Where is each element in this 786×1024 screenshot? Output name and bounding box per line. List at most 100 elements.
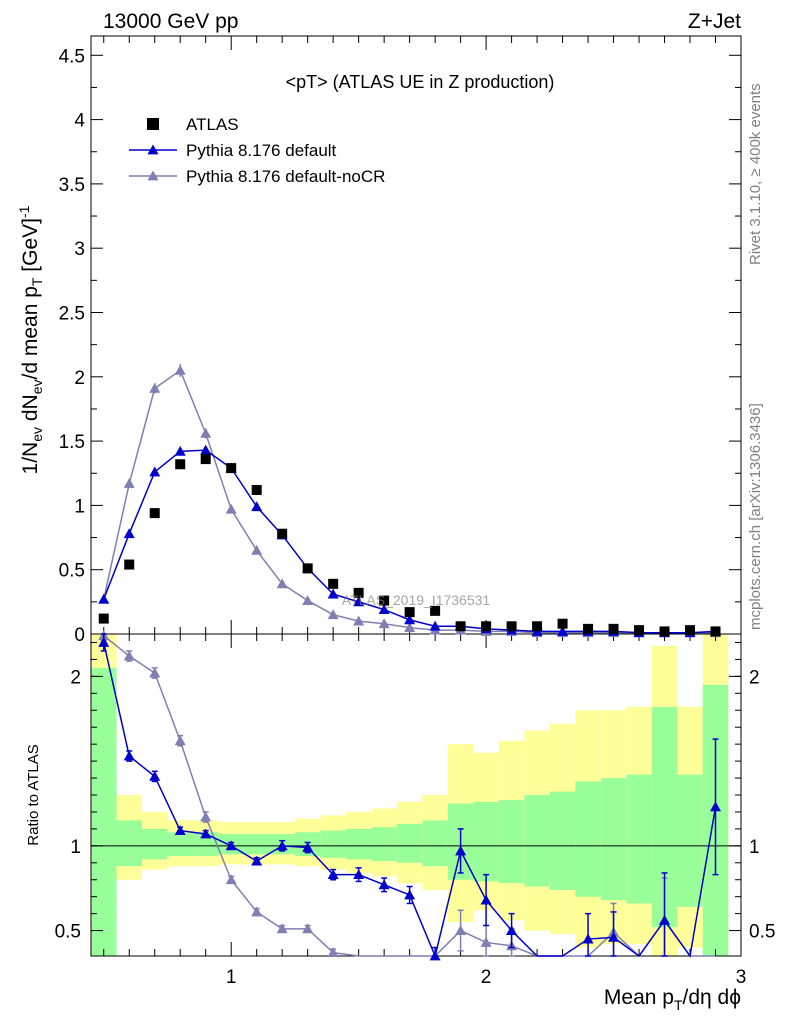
atlas-point bbox=[124, 559, 135, 570]
default-ratio-point bbox=[225, 840, 237, 851]
nocr-ratio-point bbox=[327, 947, 339, 958]
y-tick-label-main: 1 bbox=[74, 496, 85, 517]
x-tick-label: 2 bbox=[481, 967, 492, 988]
energy-label: 13000 GeV pp bbox=[103, 10, 238, 33]
plot-title: <pT> (ATLAS UE in Z production) bbox=[286, 72, 555, 92]
legend-default-marker bbox=[147, 144, 159, 155]
default-point bbox=[123, 528, 135, 539]
default-ratio-point bbox=[327, 869, 339, 880]
nocr-ratio-point bbox=[174, 735, 186, 746]
y-tick-label-main: 2 bbox=[74, 368, 85, 389]
nocr-point bbox=[327, 609, 339, 620]
green-band-bin bbox=[600, 778, 627, 901]
atlas-point bbox=[149, 508, 160, 519]
default-ratio-point bbox=[506, 925, 518, 935]
atlas-point bbox=[98, 613, 109, 624]
default-point bbox=[251, 501, 263, 512]
y-tick-label-ratio: 1 bbox=[70, 837, 81, 858]
default-point bbox=[404, 614, 416, 625]
nocr-point bbox=[404, 622, 416, 632]
nocr-point bbox=[353, 615, 365, 626]
y-tick-label-main: 2.5 bbox=[59, 303, 85, 324]
legend-label: ATLAS bbox=[186, 115, 239, 134]
default-point bbox=[200, 444, 212, 455]
atlas-point bbox=[379, 595, 390, 606]
green-band-bin bbox=[320, 830, 346, 858]
atlas-point bbox=[404, 607, 415, 618]
default-ratio-point bbox=[455, 845, 467, 856]
y-tick-label-main: 0.5 bbox=[59, 561, 85, 582]
default-ratio-point bbox=[608, 931, 620, 942]
legend-label: Pythia 8.176 default-noCR bbox=[186, 167, 385, 186]
atlas-point bbox=[251, 484, 262, 495]
legend-atlas-marker bbox=[147, 118, 159, 130]
default-point bbox=[327, 588, 339, 599]
y-tick-label-ratio-right: 0.5 bbox=[749, 922, 775, 943]
data-marks bbox=[98, 363, 722, 961]
green-band-bin bbox=[677, 774, 703, 907]
nocr-ratio-point bbox=[149, 667, 161, 678]
default-ratio-point bbox=[429, 950, 441, 961]
y-tick-label-main: 4.5 bbox=[59, 46, 85, 67]
atlas-point bbox=[353, 587, 364, 598]
default-ratio-point bbox=[98, 636, 110, 647]
nocr-point bbox=[149, 382, 161, 393]
ratio-uncertainty-bands bbox=[91, 634, 729, 956]
nocr-ratio-point bbox=[251, 906, 263, 917]
nocr-point bbox=[225, 503, 237, 514]
nocr-point bbox=[302, 595, 314, 605]
x-tick-label: 1 bbox=[226, 967, 237, 988]
default-ratio-point bbox=[276, 840, 288, 851]
source-label: mcplots.cern.ch [arXiv:1306.3436] bbox=[747, 403, 764, 630]
nocr-ratio-point bbox=[302, 923, 314, 934]
green-band-bin bbox=[345, 828, 372, 860]
default-ratio-point bbox=[149, 770, 161, 781]
green-band-bin bbox=[192, 832, 219, 857]
default-ratio-point bbox=[174, 825, 186, 835]
default-point bbox=[174, 445, 186, 456]
y-tick-label-main: 3 bbox=[74, 239, 85, 260]
atlas-point bbox=[277, 528, 288, 539]
green-band-bin bbox=[626, 774, 652, 904]
nocr-ratio-point bbox=[276, 923, 288, 934]
main-plot-frame: 0 0.5 1 1.5 2 2.5 3 3.5 4 4.5 bbox=[59, 35, 742, 646]
atlas-point bbox=[634, 625, 645, 636]
atlas-point bbox=[557, 618, 568, 629]
atlas-point bbox=[200, 454, 211, 465]
default-ratio-point bbox=[404, 889, 416, 900]
default-point bbox=[557, 625, 569, 636]
y-tick-label-main: 0 bbox=[74, 625, 85, 646]
y-tick-label-ratio: 2 bbox=[70, 667, 81, 688]
y-tick-label-ratio-right: 1 bbox=[749, 837, 760, 858]
atlas-point bbox=[506, 621, 517, 632]
atlas-point bbox=[608, 623, 619, 634]
nocr-ratio-point bbox=[225, 874, 237, 885]
default-ratio-point bbox=[302, 842, 314, 852]
default-point bbox=[98, 593, 110, 604]
default-ratio-point bbox=[378, 879, 390, 890]
x-axis-label: Mean pT/dη dϕ bbox=[604, 986, 741, 1013]
default-ratio-point bbox=[123, 750, 135, 761]
y-tick-label-ratio-right: 2 bbox=[749, 667, 760, 688]
atlas-point bbox=[226, 463, 237, 474]
atlas-point bbox=[175, 459, 186, 470]
y-axis-label-main: 1/Nev dNev/d mean pT [GeV]-1 bbox=[16, 205, 45, 474]
nocr-point bbox=[276, 578, 288, 589]
nocr-point bbox=[378, 618, 390, 629]
atlas-point bbox=[532, 621, 543, 632]
atlas-point bbox=[710, 626, 721, 637]
x-tick-label: 3 bbox=[736, 967, 747, 988]
nocr-point bbox=[123, 478, 135, 488]
green-band-bin bbox=[371, 827, 397, 862]
default-point bbox=[429, 620, 441, 631]
green-band-bin bbox=[549, 791, 576, 890]
default-ratio-point bbox=[582, 933, 594, 944]
default-point bbox=[378, 604, 390, 614]
nocr-ratio-point bbox=[480, 936, 492, 947]
atlas-point bbox=[430, 605, 441, 616]
watermark: ATLAS_2019_I1736531 bbox=[342, 592, 491, 608]
legend-label: Pythia 8.176 default bbox=[186, 141, 337, 160]
green-band-bin bbox=[116, 820, 142, 867]
atlas-point bbox=[659, 626, 670, 637]
